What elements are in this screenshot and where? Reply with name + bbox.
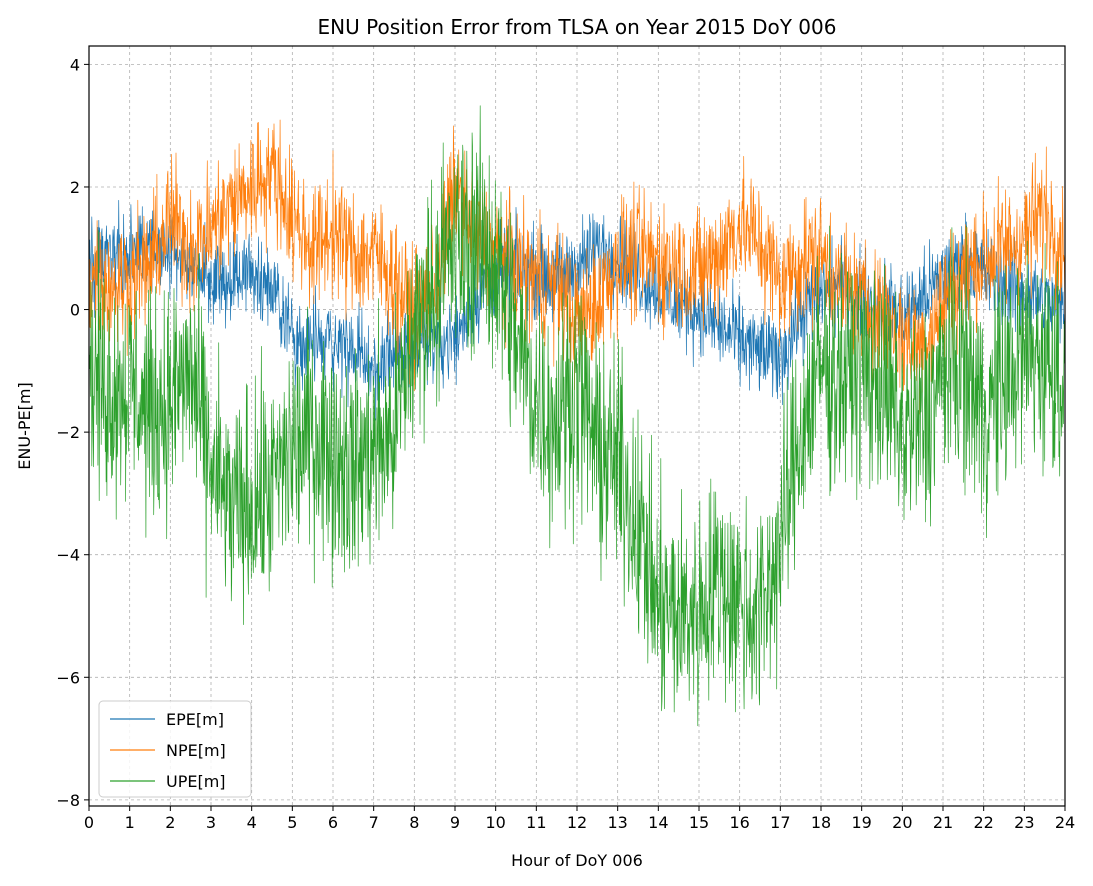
plot-series [88, 105, 1066, 727]
grid [88, 46, 1066, 806]
y-axis-label: ENU-PE[m] [15, 382, 34, 469]
series-line-epem [88, 199, 1066, 421]
legend-box [98, 700, 252, 798]
x-tick-label: 4 [247, 813, 257, 832]
series-line-upem [88, 105, 1066, 727]
x-tick-label: 13 [607, 813, 627, 832]
x-tick-label: 23 [1014, 813, 1034, 832]
x-tick-label: 14 [648, 813, 668, 832]
x-tick-label: 17 [770, 813, 790, 832]
x-tick-label: 15 [689, 813, 709, 832]
x-tick-label: 7 [369, 813, 379, 832]
x-tick-label: 0 [84, 813, 94, 832]
x-tick-label: 10 [485, 813, 505, 832]
x-axis-label: Hour of DoY 006 [511, 851, 643, 870]
legend: EPE[m] NPE[m] UPE[m] [98, 700, 252, 798]
x-tick-label: 1 [125, 813, 135, 832]
chart-title: ENU Position Error from TLSA on Year 201… [318, 15, 837, 39]
y-tick-label: −8 [56, 791, 80, 810]
x-tick-label: 22 [973, 813, 993, 832]
x-tick-label: 8 [409, 813, 419, 832]
legend-label: NPE[m] [166, 741, 226, 760]
y-tick-label: 4 [70, 55, 80, 74]
x-tick-label: 16 [729, 813, 749, 832]
y-tick-label: −6 [56, 668, 80, 687]
x-tick-label: 19 [851, 813, 871, 832]
x-tick-label: 5 [287, 813, 297, 832]
x-tick-label: 11 [526, 813, 546, 832]
x-tick-label: 9 [450, 813, 460, 832]
x-tick-label: 20 [892, 813, 912, 832]
x-tick-label: 2 [165, 813, 175, 832]
x-tick-label: 6 [328, 813, 338, 832]
x-tick-label: 21 [933, 813, 953, 832]
y-tick-label: −2 [56, 423, 80, 442]
y-tick-label: −4 [56, 546, 80, 565]
legend-label: UPE[m] [166, 772, 226, 791]
x-tick-label: 3 [206, 813, 216, 832]
legend-label: EPE[m] [166, 710, 224, 729]
series-line-npem [88, 119, 1066, 415]
y-tick-label: 0 [70, 301, 80, 320]
x-tick-label: 12 [567, 813, 587, 832]
axis-ticks: 0 1 2 3 4 5 6 7 8 9 10 11 12 13 14 15 16 17 18 19 20 21 22 23 24… [56, 55, 1075, 832]
y-tick-label: 2 [70, 178, 80, 197]
x-tick-label: 18 [811, 813, 831, 832]
x-tick-label: 24 [1055, 813, 1075, 832]
